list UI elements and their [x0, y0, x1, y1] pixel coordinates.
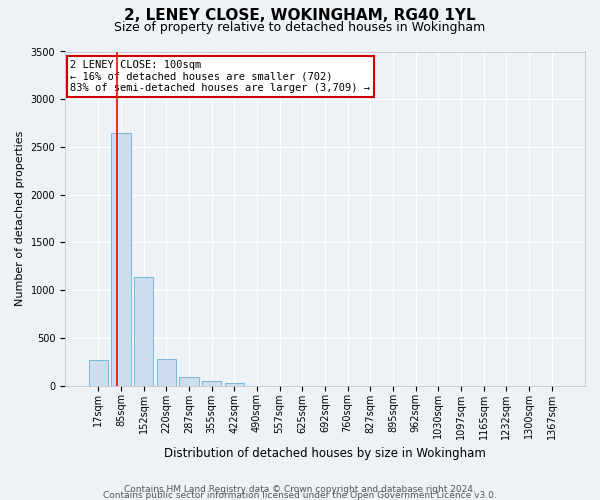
Bar [157, 359, 176, 386]
Text: 2 LENEY CLOSE: 100sqm
← 16% of detached houses are smaller (702)
83% of semi-det: 2 LENEY CLOSE: 100sqm ← 16% of detached … [70, 60, 370, 93]
Bar [224, 382, 244, 386]
Bar [134, 276, 153, 386]
Text: 2, LENEY CLOSE, WOKINGHAM, RG40 1YL: 2, LENEY CLOSE, WOKINGHAM, RG40 1YL [124, 8, 476, 22]
Bar [179, 377, 199, 386]
Bar [202, 381, 221, 386]
Bar [112, 132, 131, 386]
Text: Size of property relative to detached houses in Wokingham: Size of property relative to detached ho… [115, 21, 485, 34]
X-axis label: Distribution of detached houses by size in Wokingham: Distribution of detached houses by size … [164, 447, 486, 460]
Text: Contains HM Land Registry data © Crown copyright and database right 2024.: Contains HM Land Registry data © Crown c… [124, 484, 476, 494]
Y-axis label: Number of detached properties: Number of detached properties [15, 131, 25, 306]
Text: Contains public sector information licensed under the Open Government Licence v3: Contains public sector information licen… [103, 490, 497, 500]
Bar [89, 360, 108, 386]
